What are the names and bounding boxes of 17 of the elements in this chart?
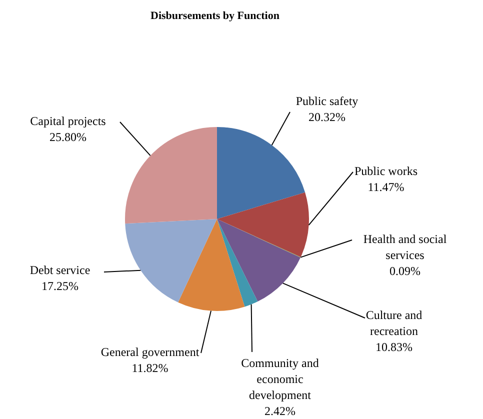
data-label: 0.09% [390, 264, 420, 278]
slice-label: Community and economic development [241, 356, 319, 402]
slice-label: Capital projects [30, 114, 106, 128]
slice-label: Public works [354, 164, 418, 178]
data-label: 25.80% [50, 130, 86, 144]
slice-label: Public safety [296, 94, 358, 108]
data-label: 11.82% [132, 361, 168, 376]
data-label: 11.47% [368, 180, 404, 194]
data-label: 10.83% [376, 340, 412, 354]
slice-label: General government [100, 345, 200, 360]
slice-label: Health and social services [363, 232, 448, 262]
data-label: 2.42% [264, 404, 296, 418]
slice-label: Debt service [30, 263, 90, 278]
slice-label: Culture and recreation [366, 308, 422, 338]
data-label: 17.25% [42, 279, 78, 294]
chart-title: Disbursements by Function [150, 10, 280, 22]
data-label: 20.32% [308, 110, 346, 124]
